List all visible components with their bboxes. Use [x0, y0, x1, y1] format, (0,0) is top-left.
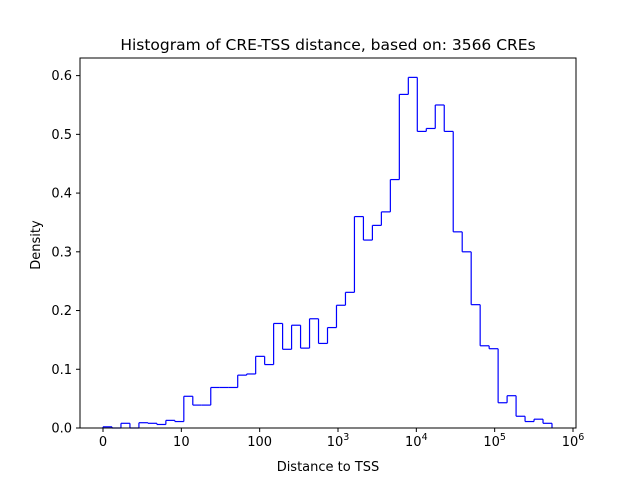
histogram-marks: [102, 76, 553, 429]
chart-title: Histogram of CRE-TSS distance, based on:…: [120, 36, 535, 54]
axis-ticks: 0.00.10.20.30.40.50.60 10 100 103 104 105 106: [51, 69, 584, 450]
y-tick-label: 0.6: [51, 69, 72, 84]
y-tick-label: 0.2: [51, 304, 72, 319]
x-axis-label: Distance to TSS: [277, 460, 380, 475]
x-tick-label: 10: [173, 435, 190, 450]
x-tick-label: 0: [99, 435, 107, 450]
y-tick-label: 0.0: [51, 422, 72, 437]
plot-frame: [79, 57, 577, 429]
y-tick-label: 0.3: [51, 245, 72, 260]
y-tick-label: 0.5: [51, 128, 72, 143]
y-tick-label: 0.1: [51, 363, 72, 378]
y-tick-label: 0.4: [51, 187, 72, 202]
x-tick-label: 100: [247, 435, 272, 450]
y-axis-label: Density: [29, 220, 44, 270]
